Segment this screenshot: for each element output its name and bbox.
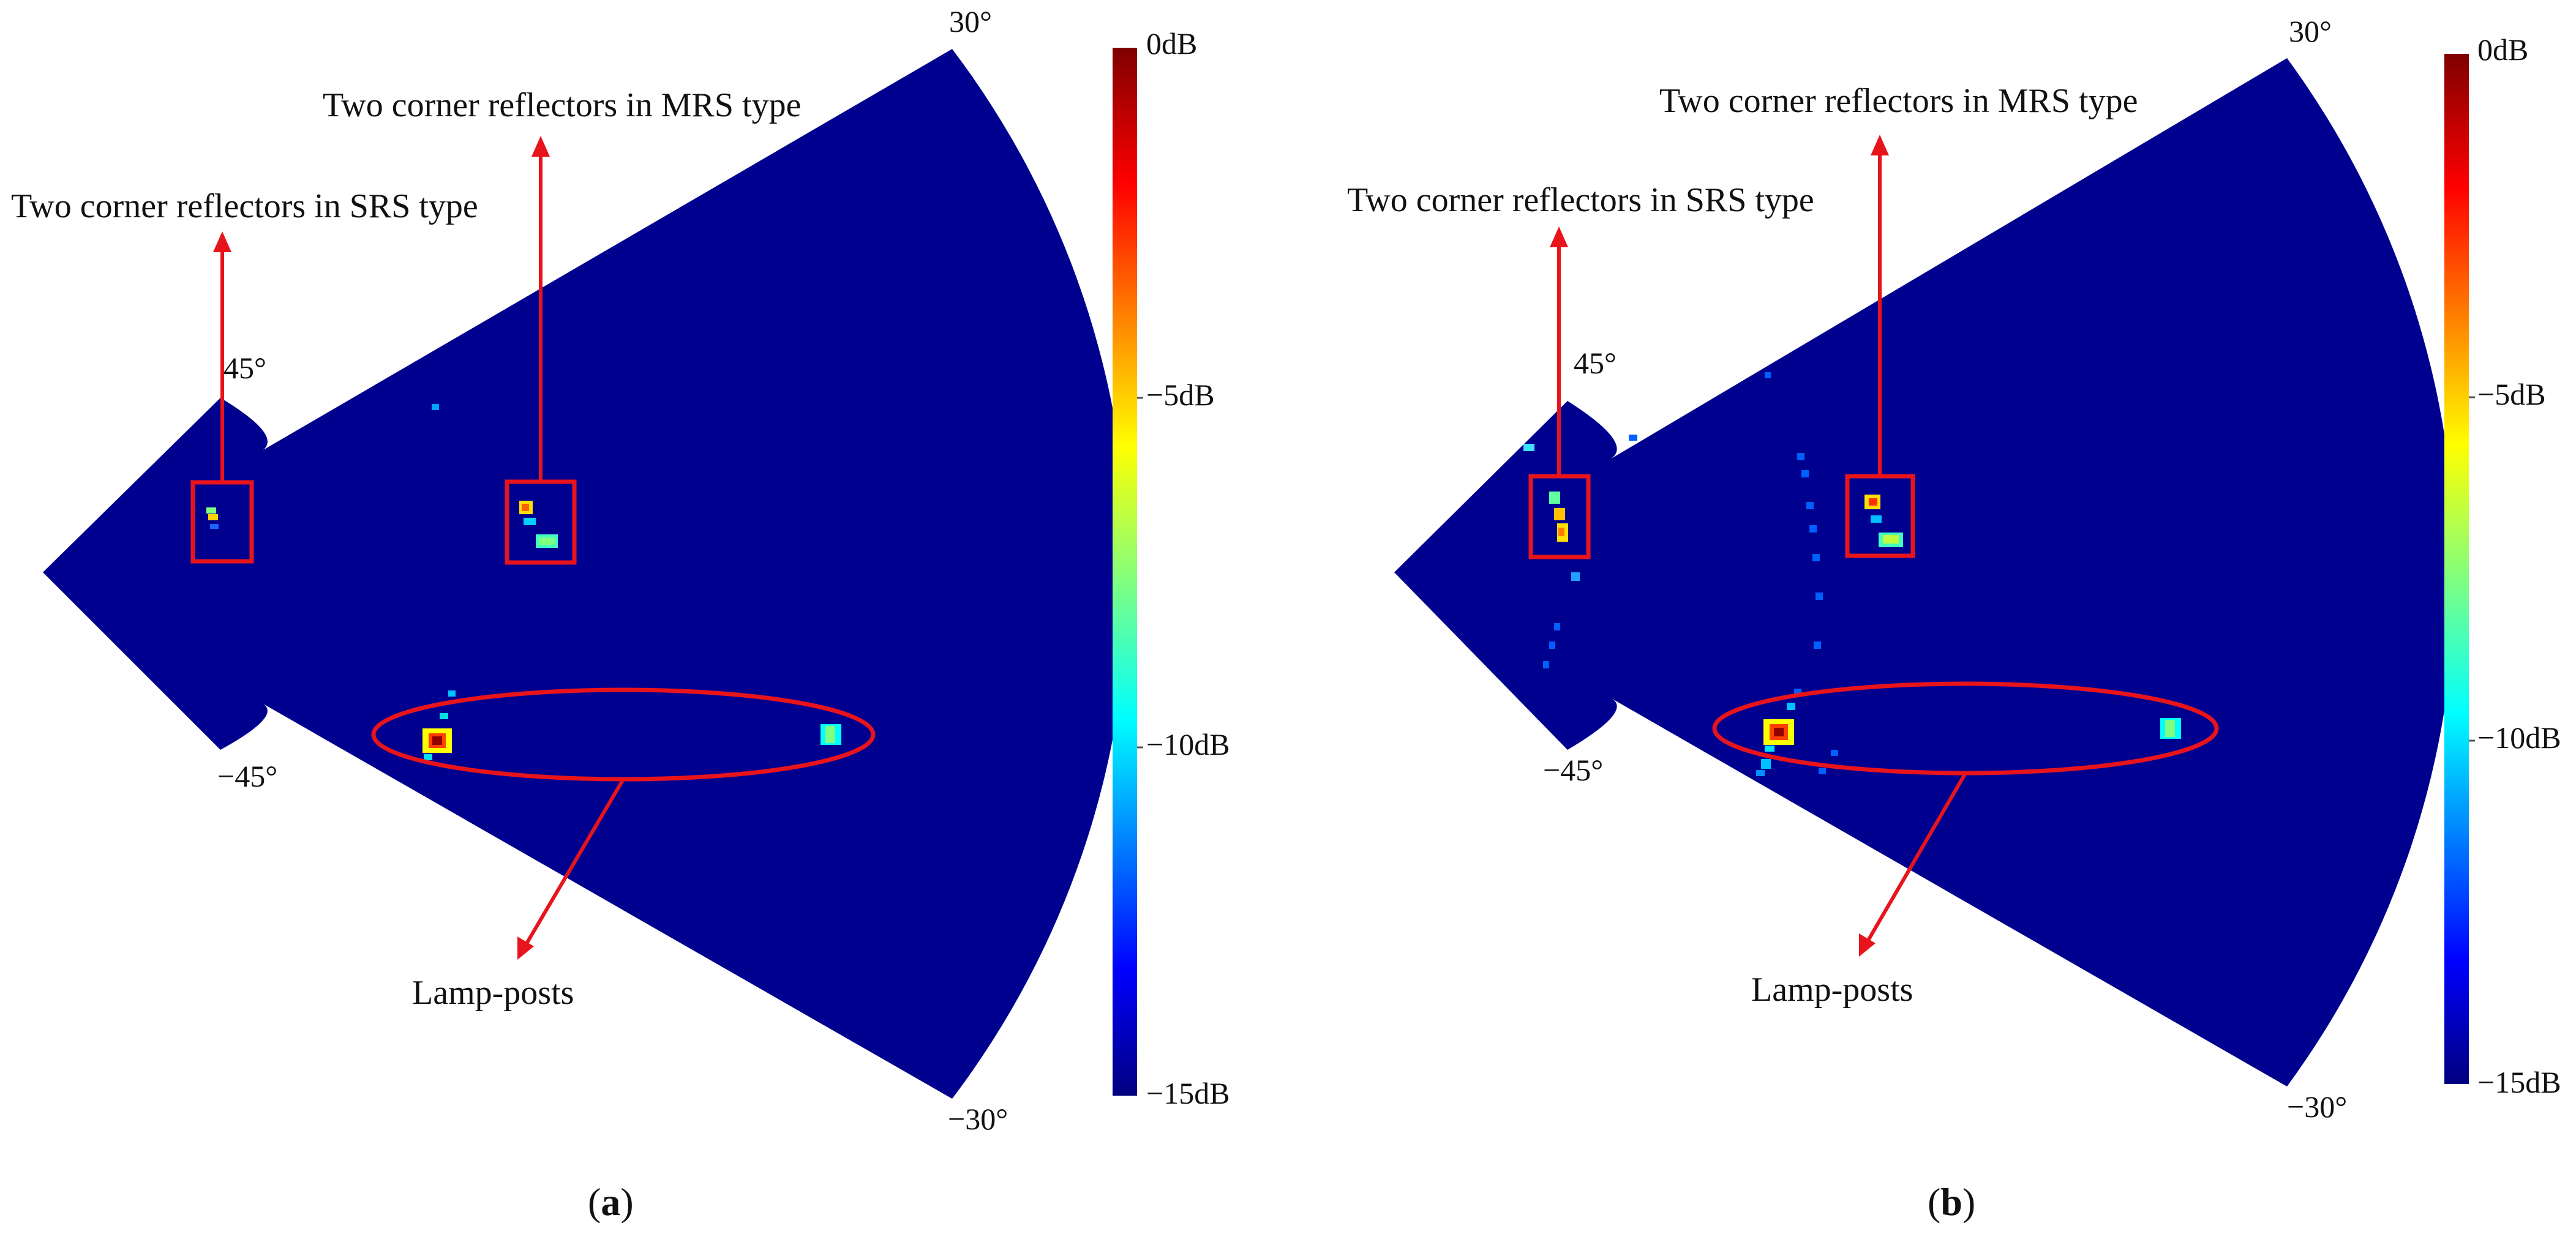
angle-label-top-right: 30° — [949, 4, 992, 39]
colorbar-label-15db: −15dB — [1146, 1076, 1230, 1110]
panel-a-caption: (a) — [588, 1180, 634, 1224]
radar-image-sector — [43, 49, 1129, 1099]
mrs-annotation: Two corner reflectors in MRS type — [323, 86, 801, 124]
srs-targets — [1523, 435, 1637, 581]
panel-a: Two corner reflectors in SRS type Two co… — [11, 4, 1230, 1224]
srs-annotation: Two corner reflectors in SRS type — [11, 187, 478, 225]
lamp-post-targets — [422, 404, 841, 760]
srs-annotation: Two corner reflectors in SRS type — [1347, 181, 1814, 219]
angle-label-top-left: 45° — [223, 351, 266, 385]
panel-b-letter: b — [1940, 1180, 1962, 1224]
weak-targets — [1543, 372, 1838, 774]
panel-b: Two corner reflectors in SRS type Two co… — [1347, 14, 2561, 1224]
mrs-targets — [519, 501, 558, 548]
srs-arrow-head — [213, 231, 231, 252]
colorbar-ticks — [1137, 397, 1143, 749]
srs-arrow-head — [1550, 226, 1568, 247]
lamp-arrow-head — [517, 937, 534, 960]
colorbar-label-10db: −10dB — [1146, 727, 1230, 761]
mrs-arrow-head — [1871, 135, 1889, 155]
lamp-arrow — [520, 778, 625, 953]
lamp-arrow-head — [1859, 933, 1876, 957]
colorbar-label-0db: 0dB — [2477, 32, 2528, 67]
panel-b-caption: (b) — [1928, 1180, 1975, 1224]
colorbar-label-10db: −10dB — [2477, 720, 2561, 755]
colorbar-label-5db: −5dB — [2477, 377, 2546, 411]
colorbar-label-0db: 0dB — [1146, 26, 1197, 61]
colorbar — [2444, 54, 2469, 1084]
srs-targets — [206, 507, 219, 529]
panel-a-letter: a — [601, 1180, 620, 1224]
angle-label-top-left: 45° — [1574, 346, 1617, 380]
radar-image-sector — [1394, 58, 2456, 1086]
mrs-arrow-head — [531, 136, 550, 157]
lamp-arrow — [1861, 772, 1967, 950]
colorbar-label-5db: −5dB — [1146, 378, 1215, 412]
angle-label-top-right: 30° — [2289, 14, 2332, 48]
lamp-annotation: Lamp-posts — [1751, 971, 1913, 1009]
colorbar-ticks — [2469, 396, 2475, 742]
lamp-post-targets — [1756, 703, 2181, 776]
angle-label-bottom-left: −45° — [1543, 753, 1603, 787]
colorbar — [1113, 48, 1137, 1096]
mrs-annotation: Two corner reflectors in MRS type — [1659, 82, 2138, 120]
mrs-targets — [1864, 495, 1903, 547]
angle-label-bottom-left: −45° — [217, 759, 277, 793]
colorbar-label-15db: −15dB — [2477, 1065, 2561, 1099]
angle-label-bottom-right: −30° — [948, 1102, 1008, 1136]
angle-label-bottom-right: −30° — [2287, 1090, 2347, 1124]
lamp-annotation: Lamp-posts — [412, 974, 574, 1012]
